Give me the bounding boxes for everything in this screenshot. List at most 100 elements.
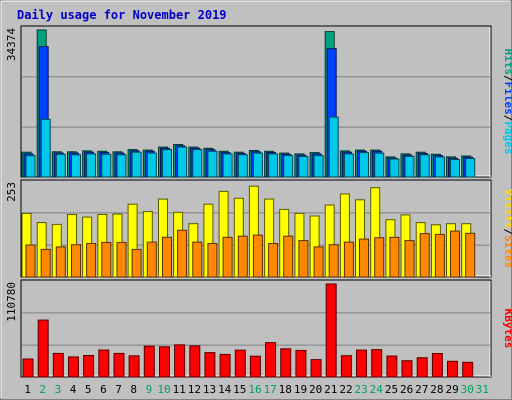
bar-pages-day-21 [328, 116, 339, 178]
x-tick-label: 26 [400, 383, 413, 396]
bar-pages-day-7 [116, 154, 127, 178]
y-max-label: 34374 [5, 28, 18, 61]
bar-sites-day-1 [25, 244, 36, 278]
x-tick-label: 18 [279, 383, 292, 396]
bar-sites-day-20 [313, 246, 324, 278]
bar-sites-day-24 [374, 237, 385, 278]
bar-kbytes-day-11 [174, 344, 186, 378]
bar-sites-day-25 [389, 236, 400, 278]
bar-sites-day-21 [328, 244, 339, 278]
bar-sites-day-19 [298, 240, 309, 278]
x-tick-label: 7 [115, 383, 122, 396]
bar-pages-day-2 [40, 118, 51, 178]
legend: Visits/Sites [502, 189, 512, 269]
bar-sites-day-16 [252, 234, 263, 278]
bar-pages-day-1 [25, 155, 36, 178]
bar-kbytes-day-23 [356, 349, 367, 378]
bar-kbytes-day-5 [83, 355, 95, 378]
bar-sites-day-18 [283, 235, 294, 278]
bar-pages-day-15 [237, 154, 248, 178]
x-tick-label: 28 [430, 383, 443, 396]
x-tick-label: 9 [146, 383, 153, 396]
bar-kbytes-day-3 [52, 352, 64, 378]
bar-kbytes-day-10 [159, 346, 170, 378]
x-tick-label: 21 [324, 383, 337, 396]
bar-kbytes-day-1 [22, 358, 34, 378]
bar-pages-day-24 [374, 152, 385, 178]
x-tick-label: 10 [157, 383, 170, 396]
bar-kbytes-day-14 [219, 353, 231, 378]
bar-sites-day-13 [207, 243, 218, 278]
bar-sites-day-10 [162, 236, 172, 278]
y-max-label: 253 [5, 182, 18, 202]
bar-sites-day-5 [86, 243, 97, 278]
legend-entry-files: Files [502, 82, 512, 115]
bar-sites-day-23 [359, 238, 369, 278]
bar-pages-day-3 [55, 153, 66, 178]
bar-kbytes-day-22 [340, 355, 352, 378]
legend: Hits/Files/Pages [502, 49, 512, 155]
bar-kbytes-day-28 [431, 353, 443, 378]
bar-kbytes-day-17 [265, 342, 277, 378]
legend-entry-pages: Pages [502, 121, 512, 154]
legend-separator: / [502, 75, 512, 82]
bar-pages-day-17 [268, 153, 279, 178]
bar-kbytes-day-15 [234, 349, 246, 378]
bar-sites-day-26 [404, 240, 415, 278]
x-tick-label: 30 [461, 383, 474, 396]
x-axis-labels: 1 2 3 4 5 6 7 8 9 10 11 12 13 14 15 16 17 18 19 20 21 22 23 24 2… [24, 383, 489, 396]
bar-pages-day-26 [404, 156, 415, 178]
bar-kbytes-day-4 [68, 356, 79, 378]
bar-kbytes-day-9 [143, 345, 155, 378]
bar-pages-day-11 [177, 146, 188, 178]
bar-sites-day-6 [101, 241, 112, 278]
bar-kbytes-day-24 [371, 349, 383, 378]
bar-kbytes-day-16 [249, 355, 261, 378]
bar-pages-day-22 [343, 153, 354, 178]
bar-sites-day-11 [177, 229, 188, 278]
bar-pages-day-27 [419, 154, 430, 178]
bar-sites-day-17 [268, 243, 279, 278]
bar-pages-day-13 [207, 150, 218, 178]
bar-kbytes-day-25 [386, 355, 398, 378]
bar-pages-day-14 [222, 153, 233, 178]
chart-panels: 34374Hits/Files/Pages253Visits/Sites1107… [5, 25, 512, 378]
bar-sites-day-7 [116, 241, 127, 278]
y-max-label: 110780 [5, 282, 18, 322]
bar-pages-day-10 [162, 149, 172, 178]
bar-kbytes-day-19 [295, 349, 307, 378]
bar-pages-day-5 [86, 153, 97, 178]
x-tick-label: 29 [445, 383, 458, 396]
x-tick-label: 8 [130, 383, 137, 396]
x-tick-label: 16 [248, 383, 261, 396]
bar-kbytes-day-6 [98, 349, 110, 378]
bar-kbytes-day-26 [401, 360, 413, 378]
bar-sites-day-12 [192, 241, 203, 278]
bar-kbytes-day-21 [325, 283, 337, 378]
bar-sites-day-3 [55, 246, 66, 278]
bar-kbytes-day-8 [128, 355, 140, 378]
bar-pages-day-29 [450, 159, 460, 178]
bar-sites-day-2 [40, 248, 51, 278]
bar-kbytes-day-13 [204, 352, 216, 378]
x-tick-label: 1 [24, 383, 31, 396]
bar-kbytes-day-29 [447, 360, 458, 378]
bar-kbytes-day-2 [37, 319, 49, 378]
bar-kbytes-day-30 [462, 361, 474, 378]
x-tick-label: 17 [264, 383, 277, 396]
bar-pages-day-6 [101, 153, 112, 178]
panel-visits-sites: 253 Visits/Sites [5, 179, 512, 278]
bar-sites-day-22 [343, 241, 354, 278]
x-tick-label: 12 [188, 383, 201, 396]
bar-pages-day-9 [146, 152, 157, 178]
legend-entry-hits: Hits [502, 49, 512, 76]
bar-sites-day-9 [146, 241, 157, 278]
bar-pages-day-12 [192, 149, 203, 178]
x-tick-label: 14 [218, 383, 232, 396]
x-tick-label: 25 [385, 383, 398, 396]
legend-separator: / [502, 115, 512, 122]
bar-pages-day-8 [131, 151, 142, 178]
x-tick-label: 6 [100, 383, 107, 396]
legend-entry-visits: Visits [502, 189, 512, 229]
